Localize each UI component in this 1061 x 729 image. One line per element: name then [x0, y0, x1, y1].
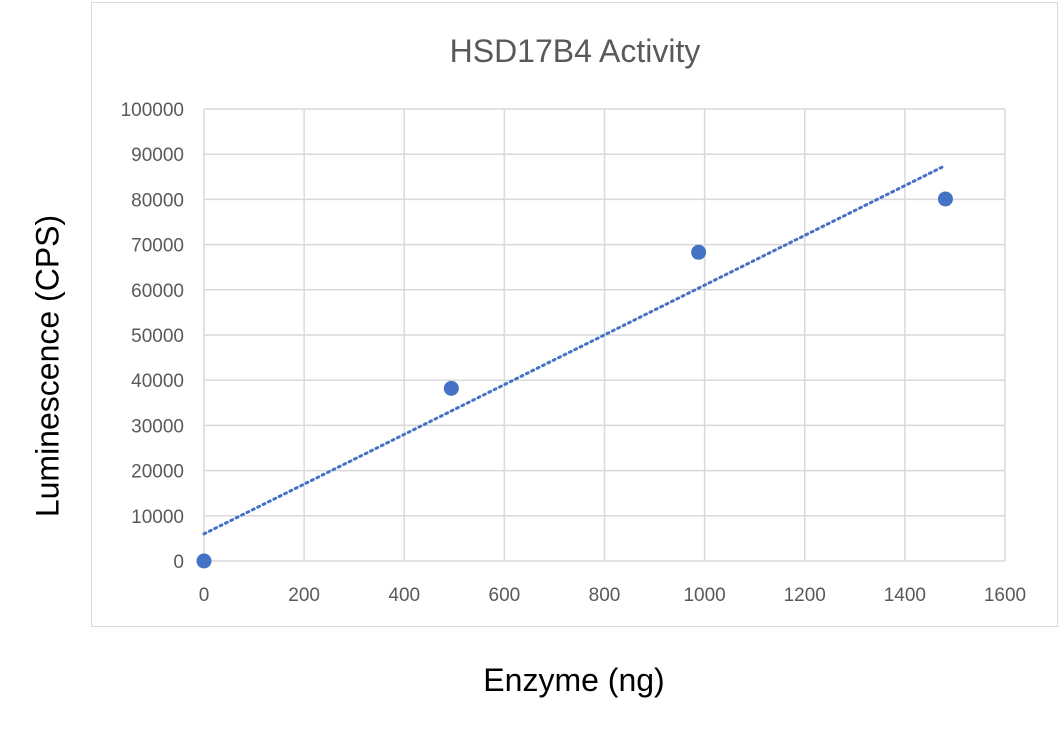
x-axis-title: Enzyme (ng) — [483, 662, 665, 698]
chart-title: HSD17B4 Activity — [450, 33, 701, 69]
chart-area — [91, 2, 1058, 627]
y-tick-label-90000: 90000 — [131, 145, 184, 166]
y-tick-label-0: 0 — [173, 552, 184, 573]
trendline-layer — [202, 164, 947, 536]
x-tick-label-400: 400 — [388, 585, 420, 606]
x-tick-label-600: 600 — [489, 585, 521, 606]
data-point-0-2 — [691, 244, 707, 260]
x-tick-label-800: 800 — [589, 585, 621, 606]
y-tick-label-60000: 60000 — [131, 281, 184, 302]
x-tick-label-1000: 1000 — [683, 585, 725, 606]
x-tick-label-1400: 1400 — [884, 585, 926, 606]
gridlines — [203, 108, 1006, 562]
data-point-0-0 — [196, 553, 212, 569]
y-tick-label-10000: 10000 — [131, 507, 184, 528]
y-tick-label-30000: 30000 — [131, 416, 184, 437]
y-tick-label-80000: 80000 — [131, 190, 184, 211]
x-tick-label-1600: 1600 — [984, 585, 1026, 606]
y-tick-label-100000: 100000 — [121, 100, 184, 121]
y-tick-label-20000: 20000 — [131, 462, 184, 483]
x-tick-label-200: 200 — [288, 585, 320, 606]
x-tick-label-1200: 1200 — [784, 585, 826, 606]
data-points — [196, 191, 953, 569]
y-tick-label-70000: 70000 — [131, 236, 184, 257]
data-point-0-3 — [937, 191, 953, 207]
x-tick-label-0: 0 — [199, 585, 210, 606]
y-axis-title: Luminescence (CPS) — [29, 214, 66, 518]
data-point-0-1 — [443, 380, 459, 396]
y-tick-label-40000: 40000 — [131, 371, 184, 392]
tick-labels: 0 200 400 600 800 1000 1200 1400 1600 0 10000 20000… — [121, 100, 1027, 606]
trendline — [202, 164, 947, 536]
y-tick-label-50000: 50000 — [131, 326, 184, 347]
